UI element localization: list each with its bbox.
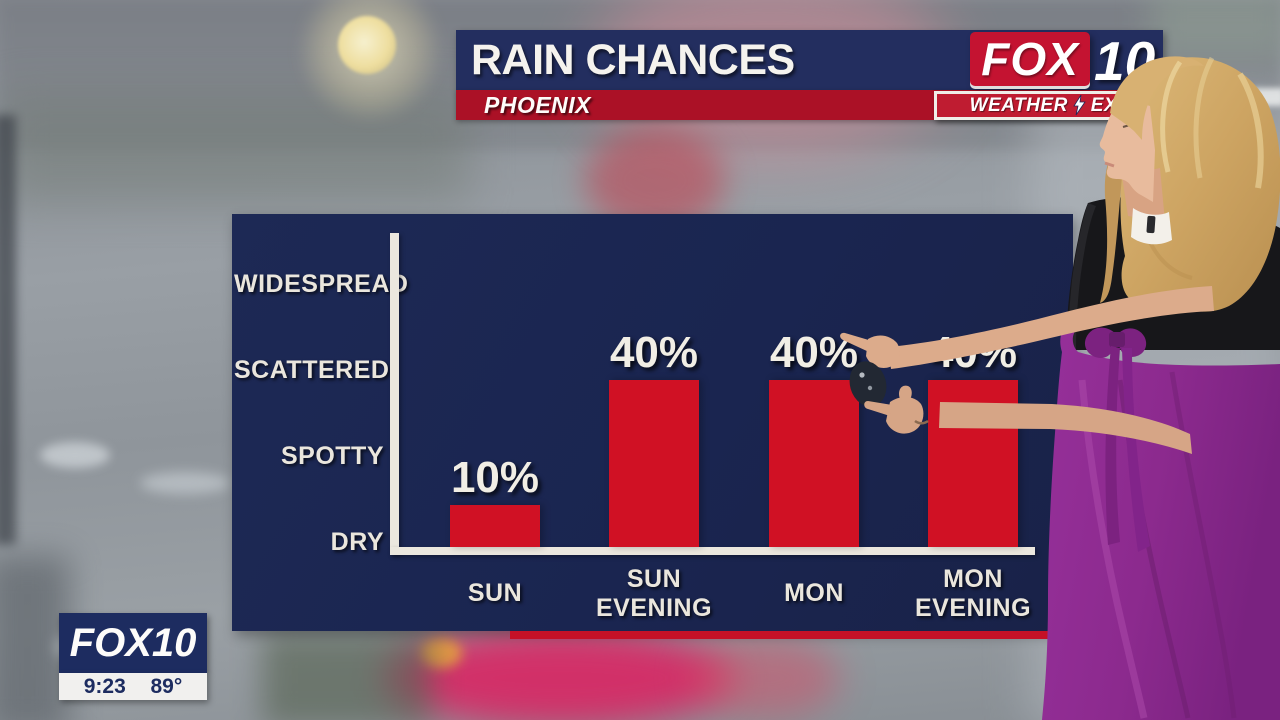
- background-dark-patch: [262, 632, 432, 720]
- x-category-label-sun-evening: SUN EVENING: [595, 565, 713, 622]
- presenter-arm-upper: [888, 286, 1214, 369]
- y-tick-label-widespread: WIDESPREAD: [234, 270, 409, 298]
- clock-time: 9:23: [83, 674, 126, 698]
- hair-highlight-3: [1193, 56, 1215, 179]
- remote-clicker: [849, 361, 887, 407]
- station-bug-info: 9:23 89°: [59, 673, 207, 700]
- chart-bottom-red-strip: [510, 631, 1073, 639]
- bar-sun: [450, 505, 540, 547]
- pants-sash-tail-left: [1105, 346, 1120, 545]
- remote-button-2: [867, 385, 873, 391]
- pants-sheen: [1078, 379, 1148, 719]
- y-axis-line: [390, 233, 399, 554]
- lightning-bolt-icon: [1073, 95, 1086, 116]
- x-category-label-mon: MON: [784, 579, 844, 607]
- presenter-weathercaster: [840, 56, 1280, 720]
- tail-light-blur: [385, 628, 735, 720]
- background-left-edge: [0, 115, 16, 545]
- y-tick-label-dry: DRY: [330, 528, 384, 556]
- presenter-arm-lower: [939, 402, 1192, 454]
- fox-logo-text: FOX: [981, 33, 1079, 85]
- page-title: RAIN CHANCES: [471, 35, 795, 84]
- hair-highlight: [1160, 60, 1183, 173]
- hair-highlight-2: [1237, 72, 1264, 189]
- bar-mon: [769, 380, 859, 547]
- y-tick-label-spotty: SPOTTY: [280, 442, 384, 470]
- bar-value-label-sun: 10%: [450, 453, 540, 502]
- location-label: PHOENIX: [484, 91, 592, 118]
- x-category-label-sun: SUN: [467, 579, 523, 607]
- remote-button: [859, 372, 865, 378]
- pants-sash-tail-right: [1122, 348, 1150, 552]
- presenter-collar-tie: [1146, 215, 1156, 234]
- temperature: 89°: [150, 674, 183, 698]
- presenter-hair-fringe: [1110, 56, 1204, 140]
- background-trees-blur: [0, 92, 470, 202]
- presenter-pants: [1042, 322, 1280, 720]
- rain-chances-chart-panel: WIDESPREAD SCATTERED SPOTTY DRY 10% SUN 40% SU…: [232, 214, 1073, 639]
- presenter-hair-front-strand: [1100, 148, 1125, 303]
- amber-light-blur: [420, 638, 462, 668]
- bar-value-label-sun-evening: 40%: [609, 328, 699, 377]
- station-bug-text: FOX10: [69, 620, 197, 665]
- presenter-thumb: [898, 385, 912, 402]
- street-light: [338, 16, 396, 74]
- presenter-hand-upper: [866, 335, 900, 368]
- station-bug-logo: FOX10: [59, 613, 207, 673]
- rain-splash-2: [140, 472, 230, 494]
- x-axis-line: [390, 547, 1035, 555]
- presenter-lips: [1104, 161, 1115, 168]
- y-tick-label-scattered: SCATTERED: [234, 356, 390, 384]
- rain-splash: [40, 442, 110, 468]
- fox-logo-box: FOX: [970, 32, 1090, 86]
- presenter-hand-lower: [886, 396, 924, 434]
- bar-sun-evening: [609, 380, 699, 547]
- weather-banner-word1: WEATHER: [969, 94, 1068, 116]
- presenter-ring: [914, 419, 929, 425]
- presenter-finger-lower: [864, 401, 892, 416]
- x-category-label-mon-evening: MON EVENING: [914, 565, 1032, 622]
- tail-light-blur-2: [690, 638, 840, 718]
- street-light-glow: [295, 0, 445, 125]
- presenter-finger-upper: [840, 332, 872, 352]
- pants-bow-loop-left: [1084, 327, 1117, 358]
- pants-bow-knot: [1109, 332, 1125, 347]
